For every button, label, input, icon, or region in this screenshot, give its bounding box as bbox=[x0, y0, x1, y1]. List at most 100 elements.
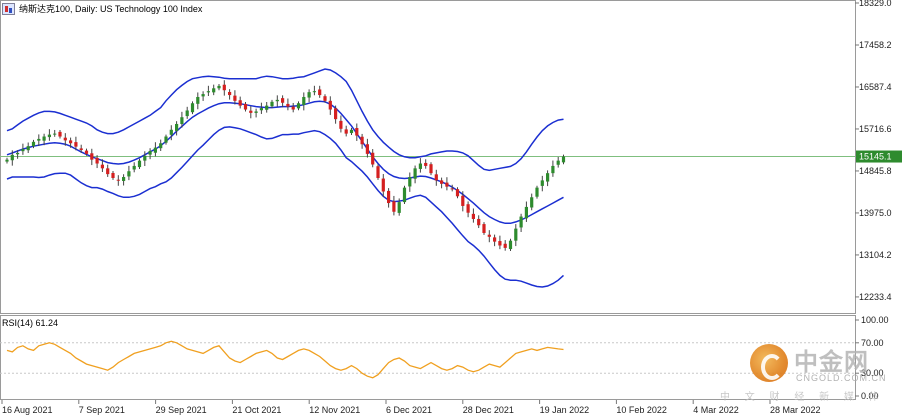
candle-bear bbox=[424, 162, 428, 166]
candle-bear bbox=[339, 120, 343, 129]
candle-bull bbox=[143, 155, 147, 161]
candle-bull bbox=[212, 88, 216, 93]
candle-bear bbox=[58, 131, 62, 137]
candle-bull bbox=[196, 96, 200, 104]
candle-bear bbox=[74, 142, 78, 147]
candle-bear bbox=[249, 110, 253, 113]
candle-bear bbox=[106, 168, 110, 175]
time-axis-label: 4 Mar 2022 bbox=[693, 405, 739, 415]
candle-bear bbox=[286, 103, 290, 107]
current-price-label: 15145.1 bbox=[859, 152, 892, 162]
candle-bear bbox=[90, 153, 94, 160]
candle-bear bbox=[392, 201, 396, 212]
candle-bear bbox=[487, 234, 491, 237]
bollinger-upper-line bbox=[6, 68, 564, 172]
candle-bull bbox=[402, 187, 407, 203]
time-axis-label: 7 Sep 2021 bbox=[79, 405, 125, 415]
candle-bear bbox=[365, 144, 369, 154]
candle-bear bbox=[455, 189, 460, 197]
candle-bear bbox=[116, 179, 120, 181]
candle-bear bbox=[461, 195, 465, 206]
candle-bear bbox=[360, 136, 364, 145]
time-axis-label: 10 Feb 2022 bbox=[616, 405, 667, 415]
candle-bull bbox=[296, 103, 301, 109]
candle-bull bbox=[42, 136, 46, 141]
candle-bull bbox=[524, 206, 528, 219]
rsi-indicator-label: RSI(14) 61.24 bbox=[2, 318, 59, 328]
candle-bear bbox=[243, 103, 248, 110]
candle-bull bbox=[418, 163, 422, 169]
candle-bear bbox=[238, 100, 242, 106]
candle-bull bbox=[164, 136, 168, 143]
candle-bear bbox=[355, 128, 359, 136]
candle-bull bbox=[5, 159, 9, 162]
candle-bull bbox=[519, 216, 523, 228]
time-axis-label: 28 Dec 2021 bbox=[463, 405, 514, 415]
price-axis-label: 17458.2 bbox=[859, 40, 892, 50]
candle-bear bbox=[323, 96, 327, 101]
time-axis-label: 19 Jan 2022 bbox=[540, 405, 590, 415]
price-chart[interactable]: 18329.0 17458.2 16587.4 15716.6 14845.8 13975… bbox=[0, 0, 903, 315]
candle-bull bbox=[37, 138, 41, 141]
candle-bull bbox=[217, 85, 221, 89]
candle-bull bbox=[397, 202, 401, 213]
candle-bear bbox=[233, 95, 237, 101]
price-axis-label: 16587.4 bbox=[859, 82, 892, 92]
candle-bear bbox=[445, 182, 449, 187]
candle-bull bbox=[254, 111, 258, 113]
candle-bull bbox=[175, 123, 179, 131]
candle-bear bbox=[334, 108, 338, 120]
candle-bull bbox=[259, 108, 263, 111]
price-axis-label: 13104.2 bbox=[859, 250, 892, 260]
candle-bull bbox=[514, 228, 518, 241]
time-axis-label: 21 Oct 2021 bbox=[232, 405, 281, 415]
candle-bear bbox=[440, 180, 444, 184]
candle-bear bbox=[228, 91, 232, 96]
candle-bull bbox=[26, 146, 30, 151]
rsi-plot-frame bbox=[0, 315, 856, 400]
candle-bear bbox=[466, 204, 470, 213]
candle-bear bbox=[482, 224, 486, 233]
candle-bear bbox=[503, 243, 507, 248]
candle-bull bbox=[556, 160, 560, 165]
candle-bull bbox=[47, 134, 51, 138]
candle-bear bbox=[493, 237, 497, 242]
rsi-panel[interactable]: 100.00 70.00 30.00 0.00 bbox=[0, 315, 903, 400]
time-axis-label: 6 Dec 2021 bbox=[386, 405, 432, 415]
candle-bear bbox=[281, 98, 285, 103]
candle-bear bbox=[344, 129, 348, 134]
rsi-axis-label: 0.00 bbox=[861, 391, 879, 400]
candle-bear bbox=[381, 178, 385, 192]
price-axis-label: 15716.6 bbox=[859, 124, 892, 134]
time-axis-label: 12 Nov 2021 bbox=[309, 405, 360, 415]
candle-bull bbox=[148, 150, 152, 155]
candle-bull bbox=[408, 177, 412, 187]
chart-title: 纳斯达克100, Daily: US Technology 100 Index bbox=[19, 4, 203, 14]
candle-bear bbox=[84, 150, 89, 154]
candle-bear bbox=[328, 100, 332, 110]
current-price-tag bbox=[856, 150, 902, 163]
candle-bull bbox=[169, 129, 173, 135]
rsi-axis-label: 100.00 bbox=[861, 315, 889, 325]
candle-bull bbox=[132, 165, 136, 170]
time-axis-label: 29 Sep 2021 bbox=[156, 405, 207, 415]
time-axis-label: 16 Aug 2021 bbox=[2, 405, 53, 415]
candle-bull bbox=[265, 105, 269, 110]
candle-bull bbox=[16, 152, 20, 155]
candle-bull bbox=[561, 156, 566, 163]
candle-bull bbox=[312, 91, 316, 93]
price-axis-label: 13975.0 bbox=[859, 208, 892, 218]
candle-bear bbox=[222, 84, 226, 91]
rsi-line bbox=[6, 340, 564, 379]
candle-bull bbox=[307, 92, 311, 98]
candle-bull bbox=[270, 101, 274, 107]
candle-bull bbox=[508, 240, 513, 250]
price-axis-label: 12233.4 bbox=[859, 292, 892, 302]
price-axis-label: 14845.8 bbox=[859, 166, 892, 176]
candle-bear bbox=[100, 164, 104, 169]
candle-bull bbox=[137, 160, 142, 168]
candle-bull bbox=[185, 110, 189, 117]
candle-bear bbox=[429, 164, 433, 174]
candle-bear bbox=[387, 190, 391, 204]
